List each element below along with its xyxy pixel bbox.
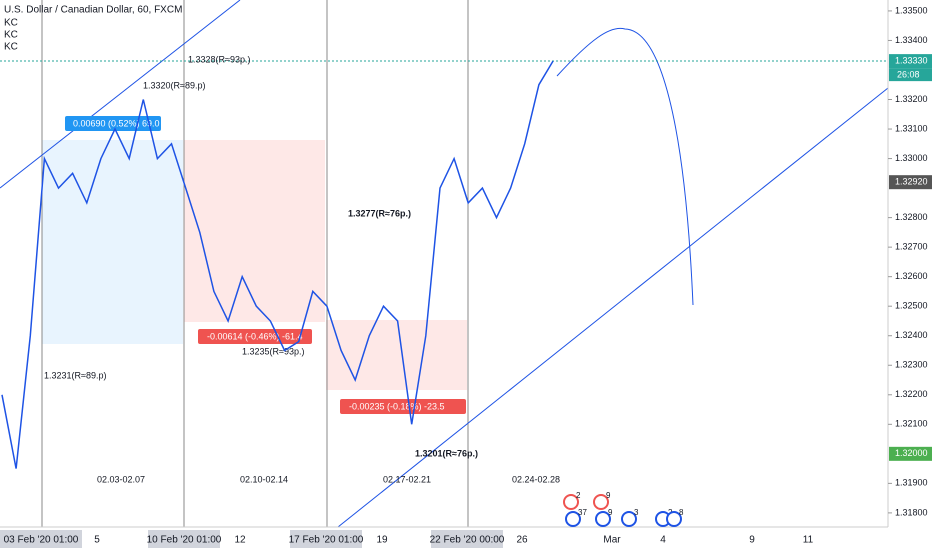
event-icon xyxy=(621,511,637,527)
annotation: 1.3320(R≈89.p) xyxy=(143,80,205,90)
x-tick-label: 11 xyxy=(803,535,814,546)
trend-line xyxy=(0,0,241,189)
y-tick-label: 1.33500 xyxy=(895,5,928,15)
y-tick-label: 1.32400 xyxy=(895,330,928,340)
event-count: 37 xyxy=(578,508,587,517)
event-icon xyxy=(666,511,682,527)
y-tick-label: 1.31900 xyxy=(895,478,928,488)
y-tick-label: 1.32100 xyxy=(895,419,928,429)
y-tick-label: 1.32200 xyxy=(895,389,928,399)
y-tick-label: 1.33400 xyxy=(895,35,928,45)
event-icon xyxy=(563,494,579,510)
annotation: -0.00235 (-0.18%) -23.5 xyxy=(349,401,445,411)
event-icon xyxy=(593,494,609,510)
x-tick-label: 26 xyxy=(516,535,528,546)
y-tick-label: 1.33000 xyxy=(895,153,928,163)
week-label: 02.17-02.21 xyxy=(383,474,431,484)
y-tick-label: 1.32300 xyxy=(895,360,928,370)
y-tick-label: 1.32600 xyxy=(895,271,928,281)
indicator: KC xyxy=(4,30,18,41)
x-tick-label: 4 xyxy=(660,535,666,546)
y-tick-label: 1.32800 xyxy=(895,212,928,222)
y-tick-label: 1.31800 xyxy=(895,507,928,517)
x-tick-label: 22 Feb '20 00:00 xyxy=(430,535,505,546)
measure-label xyxy=(198,329,312,344)
y-tick-label: 1.33200 xyxy=(895,94,928,104)
indicator: KC xyxy=(4,42,18,53)
week-label: 02.10-02.14 xyxy=(240,474,288,484)
price-badge xyxy=(889,54,932,69)
x-tick-label: 03 Feb '20 01:00 xyxy=(4,535,79,546)
timer-label: 26:08 xyxy=(897,69,920,79)
x-tick-label: 19 xyxy=(376,535,388,546)
projection-arc xyxy=(556,27,694,306)
event-count: 3 xyxy=(634,508,639,517)
week-label: 02.24-02.28 xyxy=(512,474,560,484)
range-box xyxy=(42,140,183,344)
session-lines xyxy=(41,0,469,527)
x-tick-label: 9 xyxy=(749,535,755,546)
price-badge-label: 1.33330 xyxy=(895,55,928,65)
indicator: KC xyxy=(4,18,18,29)
drawings xyxy=(0,0,889,528)
annotation: 1.3231(R≈89.p) xyxy=(44,370,106,380)
annotation: 1.3328(R≈93p.) xyxy=(188,54,250,64)
measure-label xyxy=(340,399,466,414)
x-tick-label: 10 Feb '20 01:00 xyxy=(147,535,222,546)
y-tick-label: 1.33100 xyxy=(895,123,928,133)
week-label: 02.03-02.07 xyxy=(97,474,145,484)
event-count: 9 xyxy=(608,508,613,517)
week-boxes xyxy=(42,140,467,390)
price-badge xyxy=(889,175,932,190)
event-icon xyxy=(595,511,611,527)
x-tick-label: 5 xyxy=(94,535,100,546)
time-badge xyxy=(0,530,82,548)
price-badge-label: 1.32920 xyxy=(895,177,928,187)
range-box xyxy=(184,140,325,322)
price-badge-label: 1.32000 xyxy=(895,448,928,458)
annotation: 1.3201(R≈76p.) xyxy=(415,448,478,458)
event-count: 2 xyxy=(576,491,581,500)
x-tick-label: 17 Feb '20 01:00 xyxy=(289,535,364,546)
x-tick-label: 12 xyxy=(234,535,246,546)
time-badge xyxy=(431,530,503,548)
price-badge xyxy=(889,446,932,461)
annotation: 1.3277(R≈76p.) xyxy=(348,208,411,218)
x-tick-label: Mar xyxy=(603,535,621,546)
annotation: 0.00690 (0.52%) 69.0 xyxy=(73,118,160,128)
range-box xyxy=(326,320,467,390)
trend-line xyxy=(337,87,889,528)
y-tick-label: 1.32700 xyxy=(895,242,928,252)
timer-badge xyxy=(889,68,932,82)
annotation: -0.00614 (-0.46%) -61.4 xyxy=(207,331,303,341)
event-count: 8 xyxy=(679,508,684,517)
price-line xyxy=(1,60,554,469)
event-icon xyxy=(565,511,581,527)
event-count: 9 xyxy=(606,491,611,500)
time-badge xyxy=(290,530,362,548)
symbol-title: U.S. Dollar / Canadian Dollar, 60, FXCM xyxy=(4,5,182,16)
y-tick-label: 1.32500 xyxy=(895,301,928,311)
annotation: 1.3235(R≈93p.) xyxy=(242,346,304,356)
time-badge xyxy=(148,530,220,548)
